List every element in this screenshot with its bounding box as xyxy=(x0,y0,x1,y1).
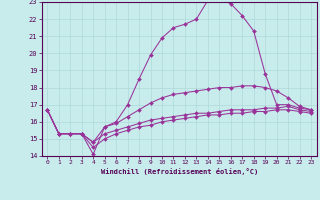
X-axis label: Windchill (Refroidissement éolien,°C): Windchill (Refroidissement éolien,°C) xyxy=(100,168,258,175)
